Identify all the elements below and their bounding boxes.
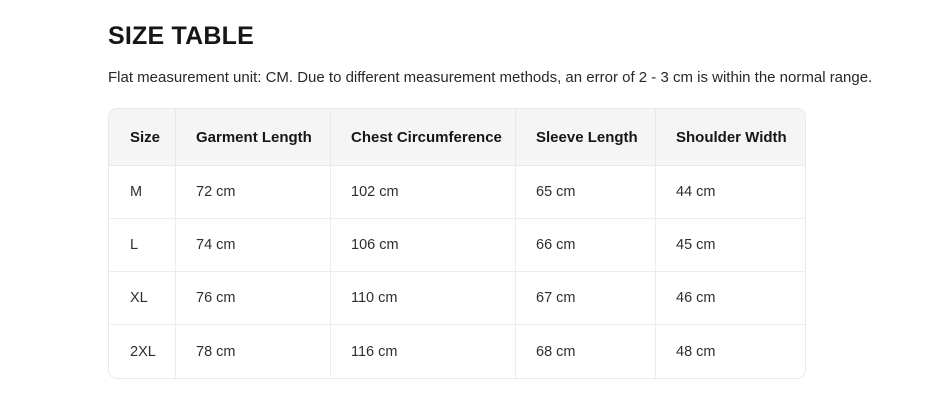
cell-chest-circumference: 106 cm (331, 219, 516, 273)
column-header-chest-circumference: Chest Circumference (331, 109, 516, 167)
cell-garment-length: 74 cm (176, 219, 331, 273)
column-header-garment-length: Garment Length (176, 109, 331, 167)
content-container: SIZE TABLE Flat measurement unit: CM. Du… (108, 0, 918, 380)
cell-shoulder-width: 48 cm (676, 343, 716, 360)
column-header-sleeve-length: Sleeve Length (516, 109, 656, 167)
column-header-shoulder-width: Shoulder Width (656, 109, 805, 167)
cell-shoulder-width: 45 cm (656, 219, 805, 273)
cell-garment-length: 76 cm (176, 272, 331, 326)
table-row: XL 76 cm 110 cm 67 cm 46 cm (109, 272, 805, 326)
cell-chest-circumference: 116 cm (331, 325, 516, 379)
size-table-container: Size Garment Length Chest Circumference … (108, 108, 806, 380)
table-header: Size Garment Length Chest Circumference … (109, 109, 805, 167)
cell-chest-circumference: 102 cm (331, 166, 516, 220)
column-header-size: Size (109, 109, 176, 167)
cell-chest-circumference: 110 cm (331, 272, 516, 326)
cell-size: M (109, 166, 176, 220)
table-body: M 72 cm 102 cm 65 cm 44 cm L 74 cm 106 c… (109, 166, 805, 379)
table-row: M 72 cm 102 cm 65 cm 44 cm (109, 166, 805, 220)
cell-garment-length: 78 cm (176, 325, 331, 379)
cell-sleeve-length: 68 cm (516, 325, 656, 379)
cell-shoulder-width: 44 cm (656, 166, 805, 220)
cell-sleeve-length: 67 cm (516, 272, 656, 326)
cell-size: XL (109, 272, 176, 326)
cell-sleeve-length: 65 cm (516, 166, 656, 220)
table-row: 2XL 78 cm 116 cm 68 cm 48 cm (109, 325, 805, 379)
table-row: L 74 cm 106 cm 66 cm 45 cm (109, 219, 805, 273)
cell-size: L (109, 219, 176, 273)
measurement-disclaimer-text: Flat measurement unit: CM. Due to differ… (108, 69, 873, 86)
table-header-row: Size Garment Length Chest Circumference … (109, 109, 805, 167)
cell-garment-length: 72 cm (176, 166, 331, 220)
cell-sleeve-length: 66 cm (516, 219, 656, 273)
cell-size: 2XL (109, 325, 176, 379)
cell-shoulder-width: 46 cm (656, 272, 805, 326)
size-table: Size Garment Length Chest Circumference … (108, 108, 806, 380)
page-title: SIZE TABLE (108, 22, 254, 50)
